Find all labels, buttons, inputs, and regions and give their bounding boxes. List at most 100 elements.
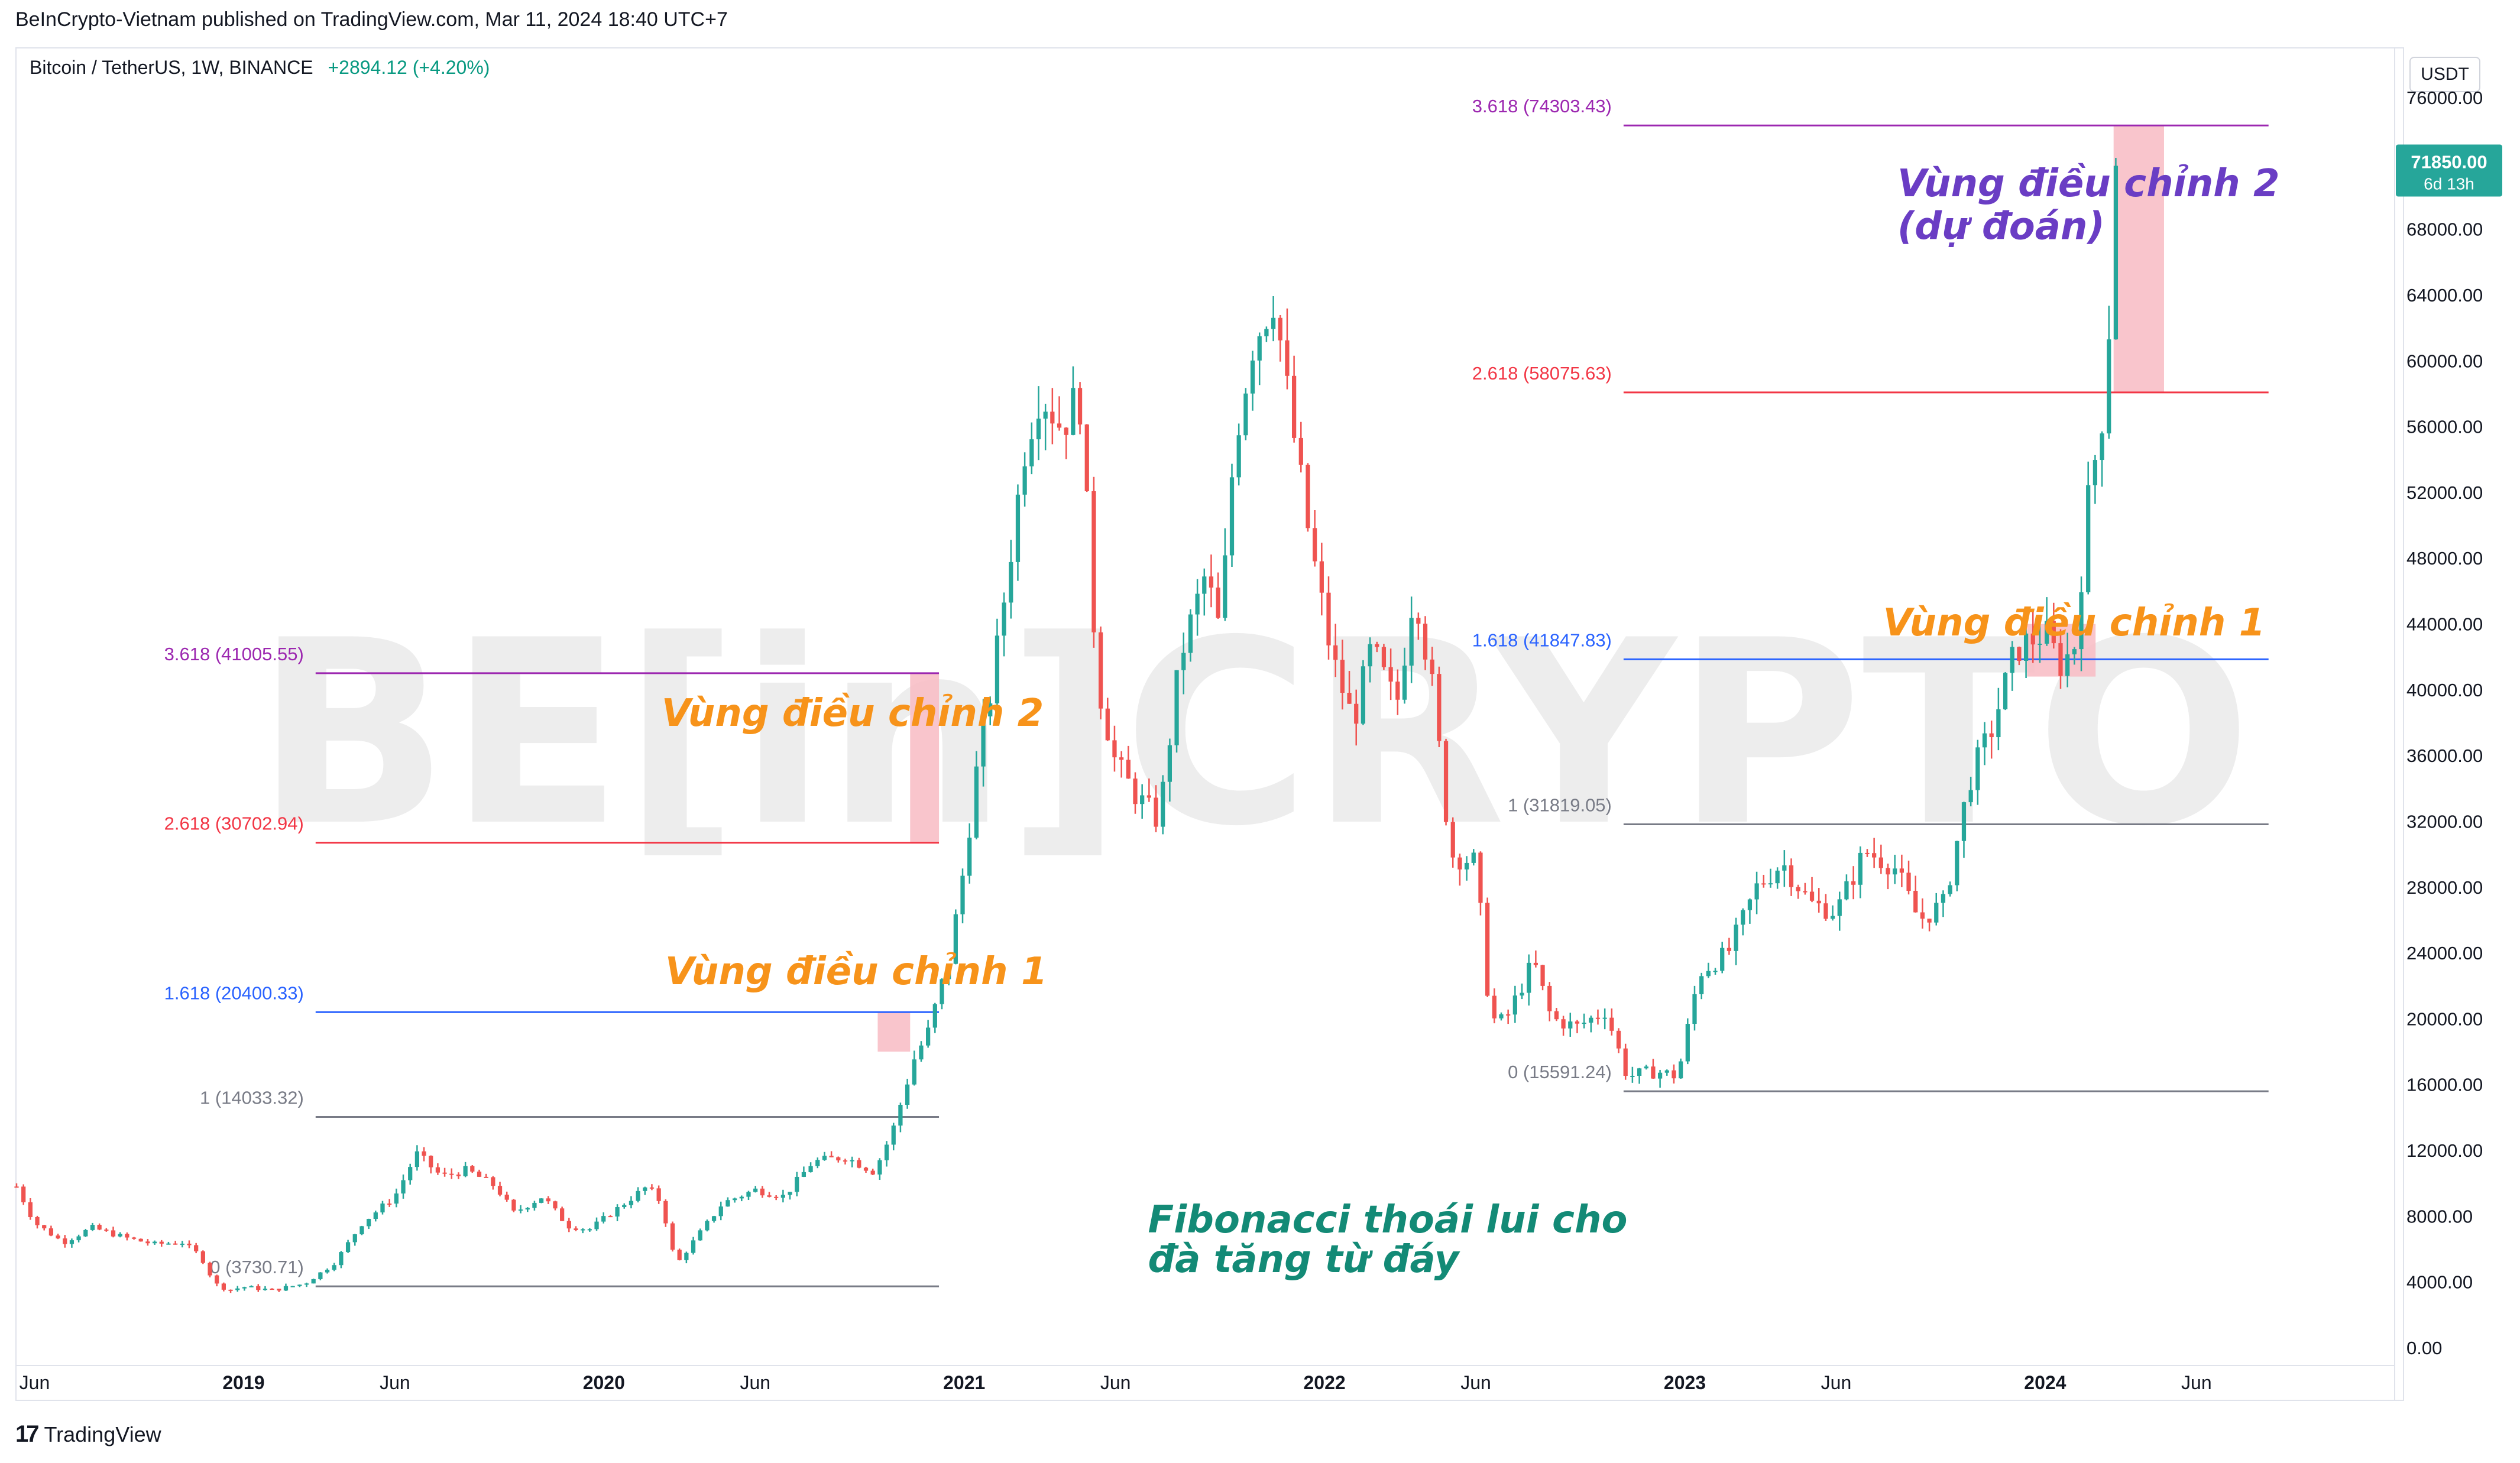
candle-body [1809, 891, 1815, 901]
time-tick-label: 2023 [1664, 1372, 1706, 1393]
fib-level-label: 1.618 (20400.33) [164, 982, 304, 1003]
candle-body [1830, 916, 1835, 919]
candle-body [1844, 881, 1849, 900]
price-tick-label: 12000.00 [2406, 1140, 2483, 1161]
candle-body [2023, 633, 2029, 661]
candle-body [1872, 853, 1877, 858]
candle-body [953, 914, 958, 964]
candle-body [912, 1059, 916, 1085]
candle-body [76, 1236, 81, 1241]
annotation-text: Vùng điều chỉnh 1 [1883, 601, 2265, 645]
candle-body [518, 1209, 523, 1211]
candle-body [1264, 329, 1269, 336]
candle-body [2113, 166, 2119, 340]
candle-body [725, 1200, 730, 1207]
price-tick-label: 0.00 [2406, 1338, 2442, 1358]
candle-body [1727, 948, 1732, 951]
footer-brand: TradingView [44, 1422, 161, 1446]
candle-body [2010, 647, 2014, 673]
candle-body [1375, 644, 1379, 647]
candle-body [1209, 576, 1214, 588]
candle-body [760, 1188, 765, 1196]
candle-body [283, 1286, 289, 1291]
candle-body [2038, 643, 2042, 645]
candle-body [1664, 1070, 1669, 1073]
annotation-text: Vùng điều chỉnh 1 [665, 950, 1047, 994]
candle-body [926, 1027, 931, 1046]
publisher-header: BeInCrypto-Vietnam published on TradingV… [15, 8, 728, 31]
candle-body [401, 1180, 406, 1194]
candle-body [1140, 795, 1145, 805]
candle-body [449, 1173, 454, 1175]
candle-body [1512, 995, 1517, 1015]
correction-zone [877, 1012, 911, 1052]
candle-body [1734, 924, 1738, 951]
footer: 17 TradingView [15, 1421, 161, 1448]
candle-body [636, 1190, 640, 1201]
candle-body [1354, 703, 1359, 724]
price-tick-label: 36000.00 [2406, 745, 2483, 766]
time-tick-label: 2021 [943, 1372, 985, 1393]
candle-body [200, 1251, 205, 1263]
price-tick-label: 40000.00 [2406, 680, 2483, 700]
tradingview-logo-icon: 17 [15, 1421, 39, 1447]
candle-body [1816, 900, 1821, 904]
candle-body [1167, 745, 1172, 782]
candle-body [1181, 653, 1186, 670]
candle-body [90, 1225, 95, 1230]
candle-body [1851, 881, 1856, 885]
candle-body [215, 1275, 219, 1284]
candle-body [2093, 460, 2098, 485]
candle-body [574, 1228, 578, 1230]
candle-body [1878, 857, 1883, 868]
candle-body [1692, 994, 1697, 1024]
candle-body [1043, 411, 1048, 419]
candle-body [877, 1160, 882, 1175]
candle-body [394, 1193, 399, 1204]
candle-body [414, 1151, 420, 1167]
time-axis[interactable]: Jun 2019 Jun 2020 Jun 2021 Jun 2022 Jun 2023 Jun 20… [15, 1365, 2395, 1393]
candle-body [1906, 872, 1911, 891]
chart-panel[interactable] [15, 47, 2404, 1401]
candle-body [325, 1270, 330, 1273]
candle-body [1540, 965, 1545, 986]
candle-body [594, 1221, 599, 1230]
last-price-badge [2396, 144, 2502, 197]
candle-body [2107, 339, 2111, 434]
last-price-value: 71850.00 [2411, 151, 2487, 172]
candle-body [822, 1156, 827, 1160]
candle-body [408, 1167, 413, 1180]
correction-zone [2113, 125, 2164, 392]
price-tick-label: 64000.00 [2406, 285, 2483, 306]
candle-body [1547, 985, 1552, 1011]
candle-body [1775, 870, 1780, 884]
candle-body [1520, 992, 1524, 996]
candle-body [1630, 1075, 1635, 1077]
candle-body [919, 1045, 924, 1060]
candle-body [1975, 747, 1980, 790]
candle-body [152, 1241, 157, 1244]
candle-body [1927, 919, 1932, 923]
candle-body [159, 1241, 164, 1244]
candle-body [249, 1286, 254, 1287]
candle-body [1699, 976, 1704, 994]
candle-body [932, 1004, 937, 1028]
candle-body [1561, 1019, 1566, 1029]
candle-body [491, 1177, 495, 1186]
candle-body [2003, 673, 2008, 709]
currency-button[interactable]: USDT [2409, 57, 2480, 92]
candle-body [242, 1287, 247, 1289]
price-axis[interactable]: 76000.0072000.0068000.0064000.0060000.00… [2394, 47, 2483, 1401]
candle-body [104, 1230, 109, 1231]
candle-body [1388, 667, 1393, 682]
candle-body [1657, 1072, 1663, 1079]
candle-body [1450, 822, 1455, 858]
candle-body [1077, 388, 1083, 425]
candle-body [1423, 624, 1428, 660]
candle-body [857, 1160, 861, 1168]
candle-body [788, 1192, 792, 1195]
candle-body [1250, 360, 1255, 394]
candle-body [601, 1216, 606, 1222]
candle-body [2017, 647, 2022, 661]
